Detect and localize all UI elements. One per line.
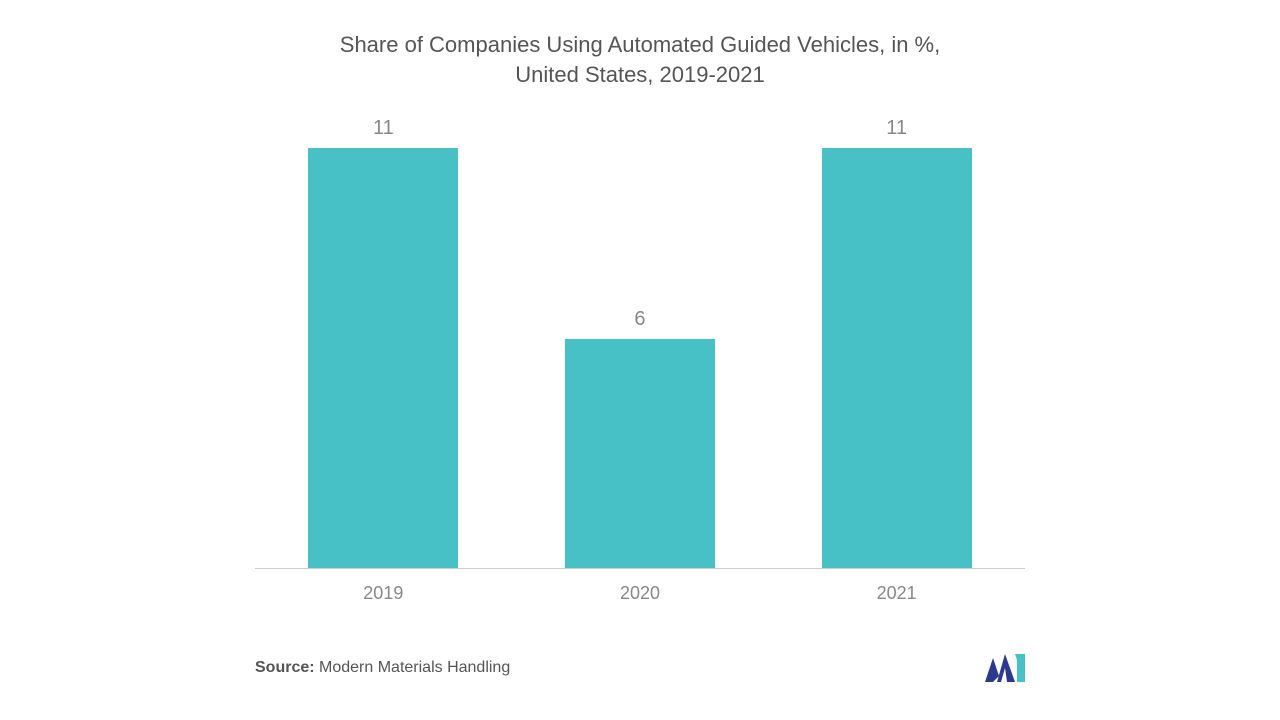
chart-title: Share of Companies Using Automated Guide…: [120, 30, 1160, 89]
bar-group: 11: [255, 117, 512, 568]
bar-value-label: 11: [373, 117, 394, 140]
plot-area: 11 6 11: [255, 119, 1025, 569]
bar-group: 6: [512, 308, 769, 568]
x-axis-label: 2021: [768, 583, 1025, 604]
x-axis-label: 2020: [512, 583, 769, 604]
source-label: Source:: [255, 659, 315, 676]
source-text: Modern Materials Handling: [315, 659, 511, 676]
x-axis-label: 2019: [255, 583, 512, 604]
bar-group: 11: [768, 117, 1025, 568]
chart-title-line2: United States, 2019-2021: [515, 62, 765, 87]
bar-value-label: 11: [886, 117, 907, 140]
bar: [308, 148, 458, 568]
bar: [822, 148, 972, 568]
brand-logo-icon: [985, 654, 1025, 682]
chart-container: Share of Companies Using Automated Guide…: [0, 0, 1280, 720]
source-row: Source: Modern Materials Handling: [255, 654, 1025, 682]
bar-value-label: 6: [634, 308, 645, 331]
chart-title-line1: Share of Companies Using Automated Guide…: [340, 32, 940, 57]
bar: [565, 339, 715, 568]
source-citation: Source: Modern Materials Handling: [255, 659, 510, 677]
x-axis: 201920202021: [255, 583, 1025, 604]
